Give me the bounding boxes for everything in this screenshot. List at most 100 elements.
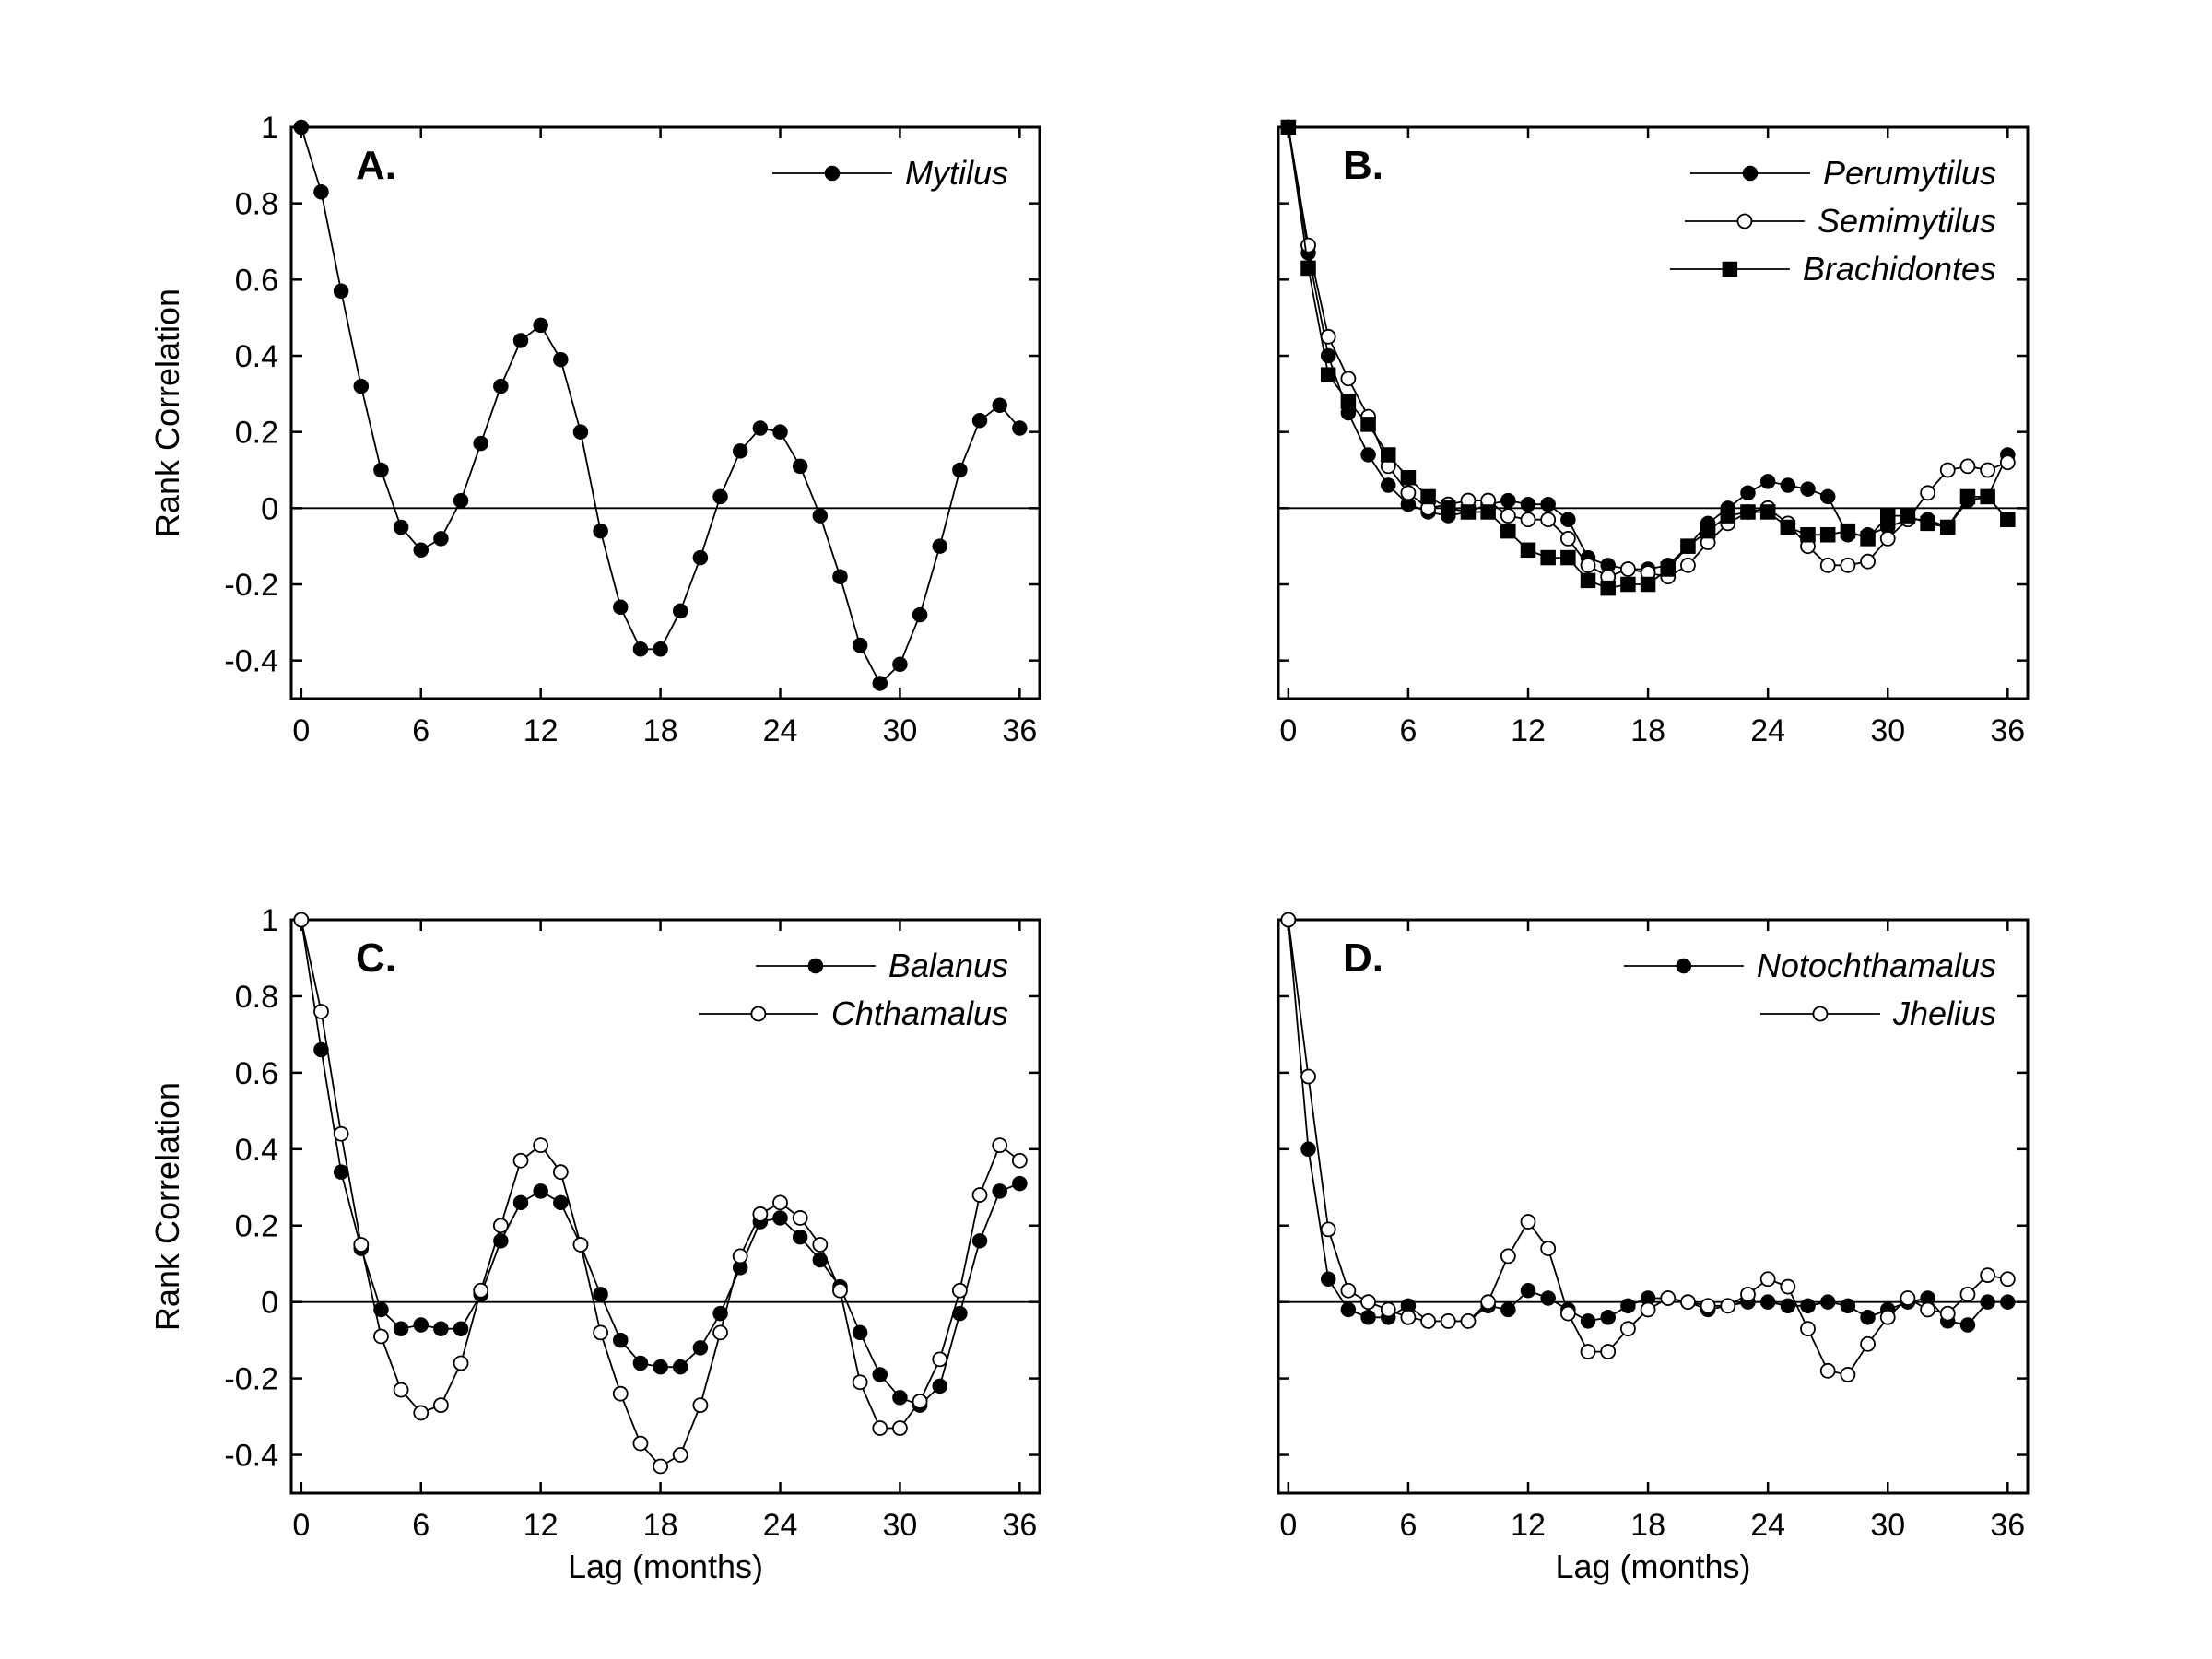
data-point-c-0 [512,1194,529,1211]
legend-label-d-1: Jhelius [1892,994,1996,1032]
data-point-d-1 [1759,1271,1776,1288]
data-point-c-1 [512,1152,529,1169]
data-point-b-1 [1320,328,1336,345]
data-point-b-2 [1740,504,1756,520]
data-point-c-1 [373,1328,389,1345]
panel-d: 0 6 12 18 24 30 36 Lag (months) D. Notochthamalus… [1277,912,2030,1585]
data-point-d-0 [1620,1298,1636,1314]
x-tick-label-d: 0 [1279,1508,1297,1543]
data-point-a-0 [832,569,848,584]
data-point-d-0 [1300,1141,1316,1158]
data-point-a-0 [572,424,589,440]
data-point-c-1 [792,1210,808,1226]
data-point-c-1 [992,1137,1008,1154]
data-point-d-1 [1420,1313,1436,1329]
data-point-c-1 [333,1125,349,1142]
data-point-d-1 [1939,1305,1956,1322]
data-point-d-0 [1520,1282,1536,1299]
plot-frame-b [1277,125,2030,700]
data-point-d-1 [1920,1301,1936,1318]
y-tick-label-c: 1 [261,903,278,938]
data-point-a-0 [892,656,908,673]
data-point-b-1 [1300,237,1316,253]
data-point-c-0 [1012,1175,1028,1192]
data-point-d-0 [1959,1317,1976,1333]
legend-label-c-1: Chthamalus [831,994,1008,1032]
data-point-a-0 [632,641,649,657]
legend-entry-b-1: Semimytilus [1684,202,1996,240]
data-point-b-0 [1500,492,1516,509]
x-tick-label-b: 24 [1750,713,1785,748]
legend-entry-d-1: Jhelius [1759,994,1996,1032]
data-point-b-2 [1700,523,1716,539]
data-point-b-0 [1759,474,1776,489]
data-point-d-1 [1520,1214,1536,1230]
x-tick-label-b: 18 [1630,713,1665,748]
x-tick-label-b: 12 [1511,713,1546,748]
data-point-c-0 [453,1321,469,1336]
data-point-b-2 [1300,260,1316,276]
y-tick-label-a: -0.4 [224,644,278,679]
legend-marker-b-2 [1722,261,1738,277]
data-point-d-1 [1819,1362,1836,1379]
data-point-c-0 [792,1229,808,1245]
legend-label-c-0: Balanus [888,947,1008,984]
panel-a: -0.4 -0.2 0 0.2 0.4 0.6 0.8 1 0 6 12 18 24 30 36 Rank C… [148,111,1041,748]
y-tick-label-c: 0.8 [235,980,278,1015]
data-point-b-2 [1340,394,1357,409]
data-point-c-1 [971,1187,988,1203]
data-point-b-2 [1879,508,1896,524]
legend-marker-a-0 [824,165,841,182]
x-tick-label-b: 6 [1399,713,1417,748]
data-point-c-0 [872,1367,888,1382]
x-tick-label-b: 0 [1279,713,1297,748]
series-c-1 [293,912,1028,1475]
data-point-c-1 [432,1397,449,1414]
legend-marker-d-1 [1812,1006,1829,1022]
data-point-a-0 [593,523,608,539]
data-point-d-0 [1759,1294,1776,1310]
data-point-b-1 [1520,512,1536,528]
data-point-b-2 [1380,447,1396,463]
data-point-d-1 [1740,1286,1756,1302]
y-tick-label-c: 0.4 [235,1133,278,1168]
data-point-b-2 [1860,531,1876,547]
data-point-c-1 [413,1405,429,1421]
data-point-c-1 [572,1237,589,1253]
x-tick-label-b: 30 [1870,713,1905,748]
data-point-c-0 [653,1359,668,1375]
data-point-a-0 [672,603,688,619]
data-point-b-1 [1540,512,1557,528]
data-point-c-1 [732,1248,748,1265]
x-tick-label-d: 30 [1870,1508,1905,1543]
panel-label-b: B. [1343,143,1383,188]
data-point-b-0 [1360,447,1376,463]
data-point-b-2 [1660,561,1677,577]
data-point-d-0 [1360,1310,1376,1325]
y-axis-label-c: Rank Correlation [148,1082,186,1331]
data-point-c-0 [632,1355,649,1371]
data-point-b-1 [1980,462,1996,478]
data-point-c-0 [892,1390,908,1406]
panel-c: -0.4 -0.2 0 0.2 0.4 0.6 0.8 1 0 6 12 18 24 30 36 Rank C… [148,903,1041,1585]
x-tick-label-c: 12 [524,1508,559,1543]
data-point-c-0 [932,1378,947,1394]
data-point-d-1 [1800,1321,1816,1337]
data-point-b-1 [1920,485,1936,501]
data-point-b-0 [1520,496,1536,512]
data-point-b-1 [1939,462,1956,478]
data-point-c-1 [852,1374,868,1391]
data-point-c-1 [453,1355,469,1371]
data-point-d-0 [1980,1294,1995,1310]
x-tick-label-a: 30 [883,713,918,748]
y-tick-label-a: -0.2 [224,568,278,603]
x-tick-label-d: 24 [1750,1508,1785,1543]
data-point-a-0 [473,435,488,452]
data-point-d-1 [1280,912,1297,928]
data-point-b-1 [1559,531,1576,547]
plot-frame-c [289,918,1041,1495]
legend-marker-c-1 [750,1006,767,1022]
data-point-d-1 [1999,1271,2016,1288]
data-point-d-1 [1660,1290,1677,1306]
data-point-a-0 [653,641,668,657]
